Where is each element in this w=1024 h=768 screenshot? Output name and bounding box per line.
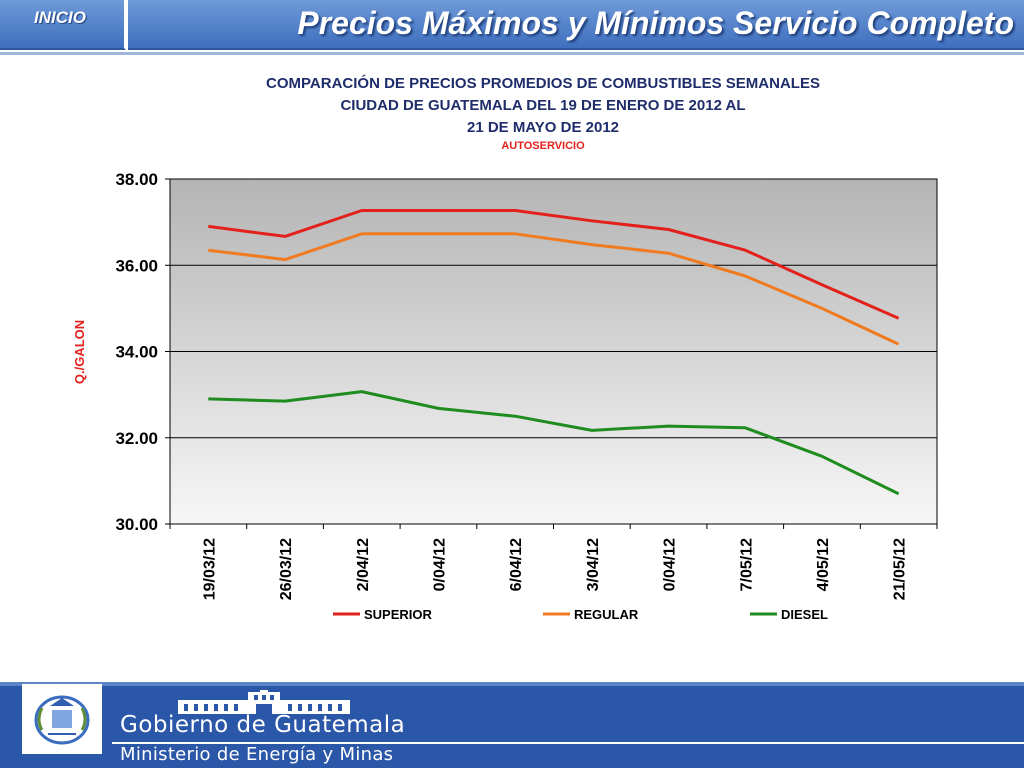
x-tick-label: 6/04/12: [508, 538, 525, 591]
title-bar: Precios Máximos y Mínimos Servicio Compl…: [128, 0, 1024, 50]
header-banner: INICIO Precios Máximos y Mínimos Servici…: [0, 0, 1024, 55]
inicio-button[interactable]: INICIO: [0, 0, 126, 50]
x-tick-label: 4/05/12: [815, 538, 832, 591]
chart-title-line-2: CIUDAD DE GUATEMALA DEL 19 DE ENERO DE 2…: [340, 97, 745, 114]
legend: SUPERIOR REGULAR DIESEL: [333, 607, 828, 622]
x-tick-label: 2/04/12: [355, 538, 372, 591]
y-tick-label: 30.00: [115, 515, 158, 534]
footer-separator: [112, 742, 1024, 744]
y-axis-label: Q./GALON: [72, 320, 87, 384]
guatemala-emblem-icon: [22, 684, 102, 754]
y-tick-label: 36.00: [115, 256, 158, 275]
x-axis: 19/03/12 26/03/12 2/04/12 0/04/12 6/04/12 3/0…: [169, 524, 938, 600]
x-tick-label: 21/05/12: [892, 538, 909, 600]
x-tick-label: 7/05/12: [738, 538, 755, 591]
footer: Gobierno de Guatemala Ministerio de Ener…: [0, 682, 1024, 768]
y-tick-label: 34.00: [115, 343, 158, 362]
chart-title-line-3: 21 DE MAYO DE 2012: [467, 119, 619, 136]
x-tick-label: 19/03/12: [201, 538, 218, 600]
y-tick-label: 38.00: [115, 170, 158, 189]
x-tick-label: 3/04/12: [585, 538, 602, 591]
series-line-diesel: [208, 390, 900, 496]
y-tick-label: 32.00: [115, 429, 158, 448]
series-line-regular: [208, 232, 900, 346]
gridlines: [170, 264, 937, 439]
x-tick-label: 0/04/12: [431, 538, 448, 591]
chart-title-line-1: COMPARACIÓN DE PRECIOS PROMEDIOS DE COMB…: [266, 74, 820, 92]
footer-stripe: [0, 682, 1024, 686]
x-tick-label: 0/04/12: [662, 538, 679, 591]
national-palace-icon: [178, 690, 350, 719]
page-title: Precios Máximos y Mínimos Servicio Compl…: [297, 5, 1014, 41]
series-lines: [208, 209, 900, 496]
y-axis: 30.00 32.00 34.00 36.00 38.00: [115, 170, 170, 534]
inicio-label: INICIO: [34, 8, 86, 27]
banner-divider: [0, 52, 1024, 55]
chart-subtitle: AUTOSERVICIO: [501, 140, 585, 152]
x-tick-label: 26/03/12: [278, 538, 295, 600]
legend-label: DIESEL: [781, 607, 828, 622]
ministry-name: Ministerio de Energía y Minas: [120, 744, 394, 765]
legend-label: SUPERIOR: [364, 607, 433, 622]
government-name: Gobierno de Guatemala: [120, 712, 406, 738]
series-line-superior: [208, 209, 900, 320]
price-chart: COMPARACIÓN DE PRECIOS PROMEDIOS DE COMB…: [72, 74, 938, 622]
legend-label: REGULAR: [574, 607, 639, 622]
